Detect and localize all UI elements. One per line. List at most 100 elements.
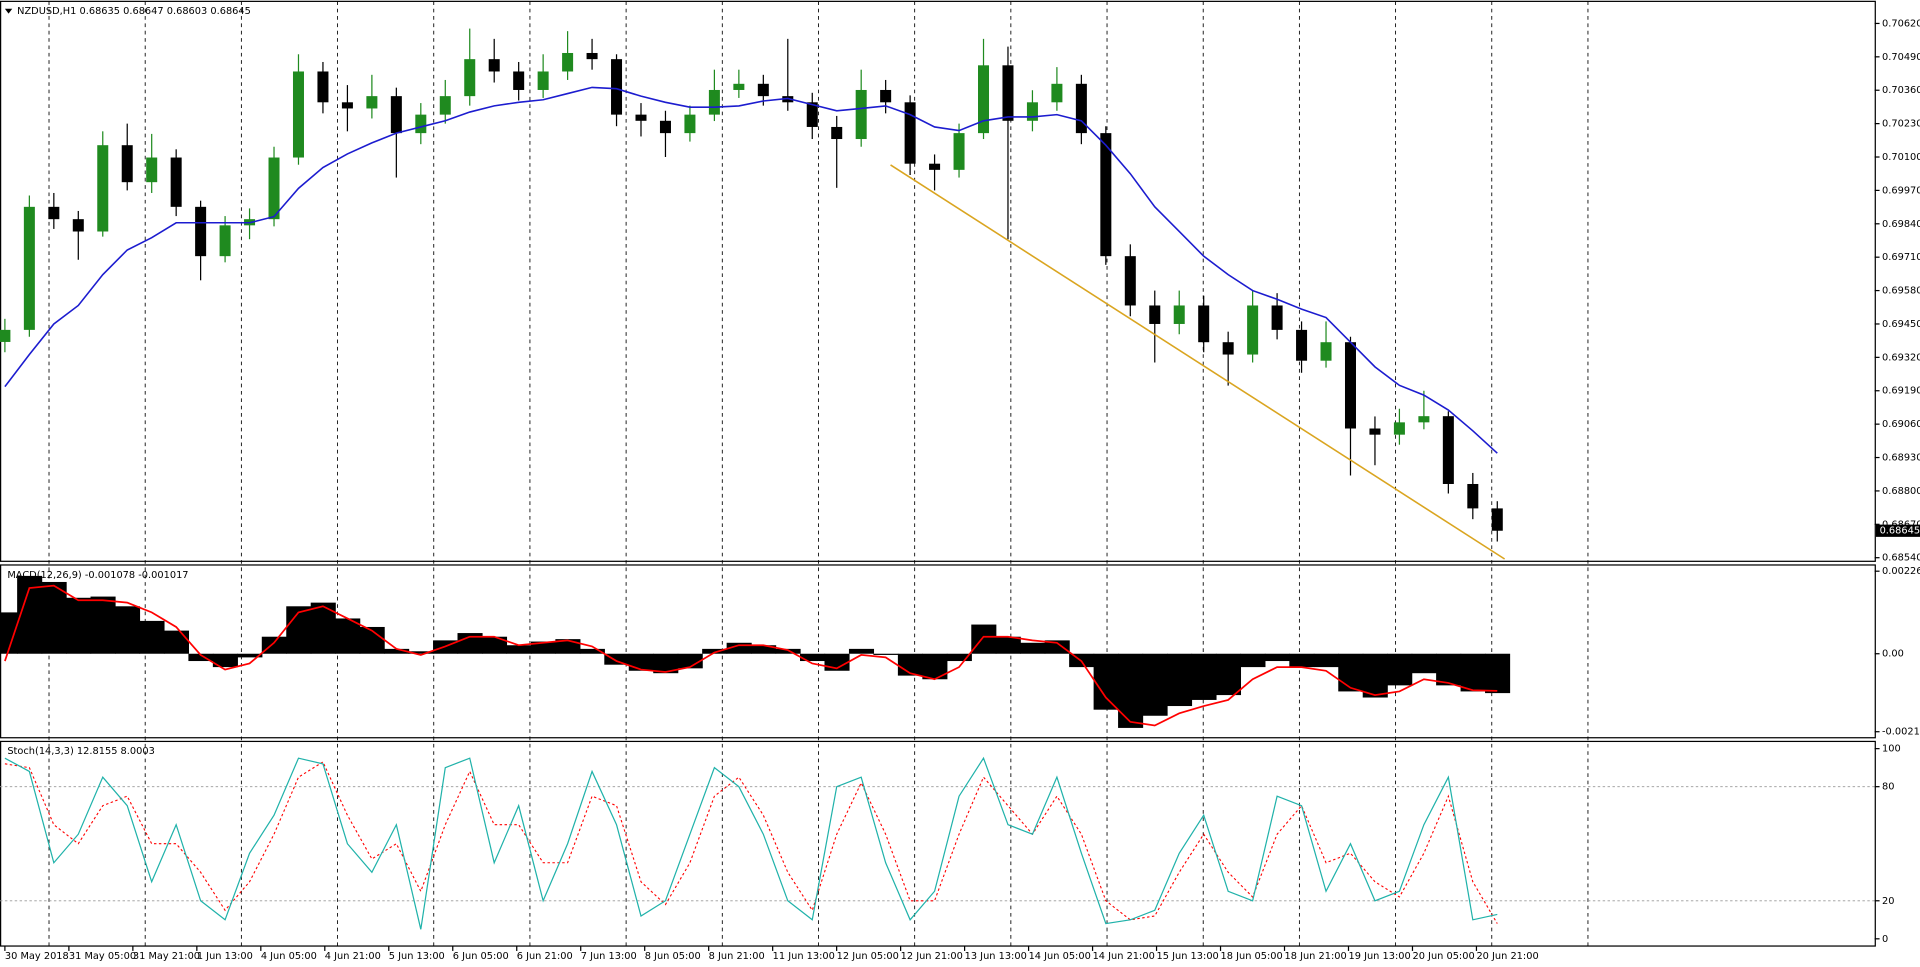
macd-bar (1485, 653, 1511, 694)
macd-bar (212, 653, 238, 668)
macd-bar (1142, 653, 1168, 716)
candle-body (464, 59, 476, 97)
y-tick-label: 20 (1882, 896, 1894, 907)
candle-body (513, 71, 525, 90)
x-tick-label: 30 May 2018 (5, 951, 69, 962)
candle-body (1442, 416, 1454, 484)
macd-bar (1264, 653, 1290, 662)
macd-bar (1338, 653, 1364, 692)
y-tick-label: 0.69190 (1882, 386, 1920, 397)
y-tick-label: 0.68800 (1882, 486, 1920, 497)
candle-body (733, 83, 745, 90)
x-tick-label: 4 Jun 21:00 (325, 951, 381, 962)
x-tick-label: 7 Jun 13:00 (581, 951, 637, 962)
y-tick-label: -0.002135 (1882, 727, 1920, 738)
macd-bar (1313, 653, 1339, 668)
macd-bar (873, 653, 899, 655)
panel-border (0, 0, 1876, 562)
y-tick-label: 0.69320 (1882, 352, 1920, 363)
y-tick-label: 0.69060 (1882, 419, 1920, 430)
x-tick-label: 13 Jun 13:00 (965, 951, 1027, 962)
x-tick-label: 1 Jun 13:00 (197, 951, 253, 962)
candle-body (1271, 305, 1283, 330)
candle-body (806, 102, 818, 127)
macd-bar (1411, 653, 1437, 674)
candle-body (929, 163, 941, 170)
macd-bar (90, 596, 116, 654)
macd-bar (971, 624, 997, 654)
y-tick-label: 100 (1882, 744, 1901, 755)
price-marker (1875, 524, 1920, 537)
macd-signal (4, 584, 1498, 727)
macd-bar (1240, 653, 1266, 668)
x-tick-label: 19 Jun 13:00 (1348, 951, 1410, 962)
candle-body (1393, 422, 1405, 435)
y-tick-label: 0.68930 (1882, 453, 1920, 464)
candle-body (1051, 83, 1063, 103)
candle-body (292, 71, 304, 158)
macd-bar (335, 618, 361, 654)
macd-bar (702, 648, 728, 654)
x-tick-label: 12 Jun 21:00 (901, 951, 963, 962)
candle-body (72, 219, 84, 232)
candle-body (1026, 102, 1038, 121)
macd-bar (506, 645, 532, 654)
candle-body (1100, 133, 1112, 257)
macd-bar (677, 653, 703, 669)
x-tick-label: 4 Jun 05:00 (261, 951, 317, 962)
candle-body (880, 89, 892, 103)
candle-body (1369, 428, 1381, 435)
macd-bar (139, 620, 165, 654)
macd-bar (286, 606, 312, 654)
macd-bar (751, 645, 777, 654)
candle-body (708, 89, 720, 115)
candle-body (1173, 305, 1185, 324)
macd-bar (261, 636, 287, 654)
candle-body (317, 71, 329, 103)
candle-body (904, 102, 916, 164)
x-tick-label: 6 Jun 21:00 (517, 951, 573, 962)
macd-bar (1167, 653, 1193, 707)
macd-bar (800, 653, 826, 662)
macd-bar (1044, 640, 1070, 654)
macd-bar (188, 653, 214, 662)
candle-body (1124, 256, 1136, 306)
x-tick-label: 8 Jun 05:00 (645, 951, 701, 962)
y-tick-label: 0.00 (1882, 649, 1904, 660)
candle-body (146, 157, 158, 183)
candle-body (1149, 305, 1161, 324)
candle-body (366, 96, 378, 109)
candle-body (611, 59, 623, 115)
macd-bar (995, 636, 1021, 654)
macd-bar (653, 653, 679, 674)
candle-body (219, 225, 231, 257)
macd-bar (1215, 653, 1242, 696)
macd-bar (1093, 653, 1119, 710)
macd-bar (530, 641, 556, 654)
candle-body (23, 206, 35, 330)
macd-bar (384, 648, 410, 654)
x-tick-label: 11 Jun 13:00 (773, 951, 835, 962)
panel-border (0, 740, 1876, 947)
y-tick-label: 0.69450 (1882, 319, 1920, 330)
x-tick-label: 14 Jun 21:00 (1093, 951, 1155, 962)
macd-bar (114, 606, 141, 654)
candle-body (1320, 342, 1332, 361)
candle-body (341, 102, 353, 109)
macd-bar (1362, 653, 1388, 698)
macd-bar (848, 648, 875, 654)
panel-title: Stoch(14,3,3) 12.8155 8.0003 (7, 746, 154, 757)
panel-title: MACD(12,26,9) -0.001078 -0.001017 (7, 570, 188, 581)
candle-body (1075, 83, 1087, 134)
macd-bar (946, 653, 972, 662)
macd-bar (579, 648, 605, 654)
x-tick-label: 18 Jun 05:00 (1221, 951, 1283, 962)
candle-body (635, 114, 647, 121)
candle-body (439, 96, 451, 115)
macd-bar (0, 612, 18, 654)
candle-body (415, 114, 427, 134)
macd-bar (628, 653, 654, 671)
price-label: 0.68645 (1880, 526, 1920, 537)
